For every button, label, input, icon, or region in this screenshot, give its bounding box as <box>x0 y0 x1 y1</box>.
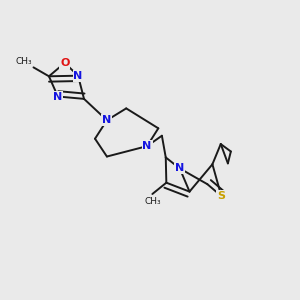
Text: O: O <box>60 58 69 68</box>
Text: N: N <box>102 115 112 125</box>
Text: CH₃: CH₃ <box>144 197 161 206</box>
Text: S: S <box>217 191 225 201</box>
Text: N: N <box>53 92 62 101</box>
Text: CH₃: CH₃ <box>15 57 32 66</box>
Text: N: N <box>142 141 152 151</box>
Text: N: N <box>74 71 83 81</box>
Text: N: N <box>175 164 184 173</box>
